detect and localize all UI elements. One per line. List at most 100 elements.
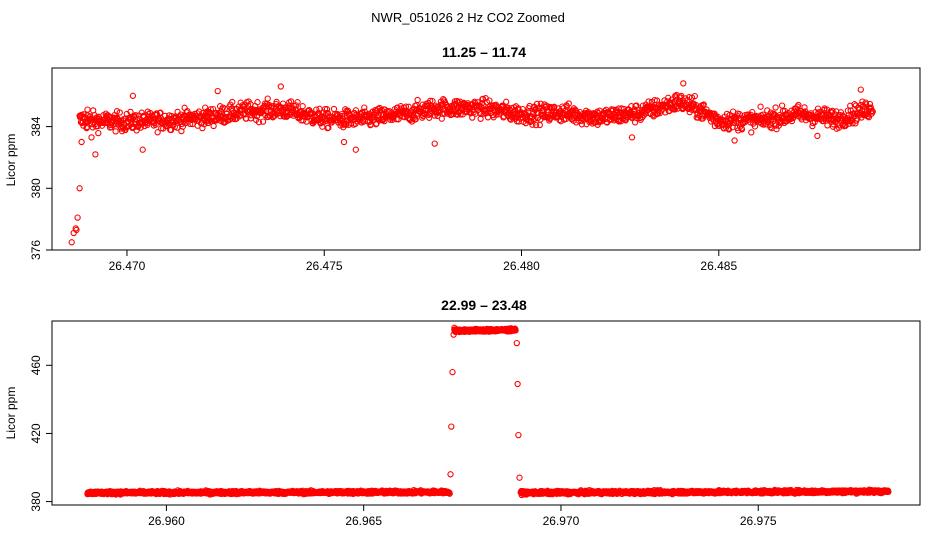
data-point — [74, 214, 81, 221]
x-tick-label: 26.485 — [700, 259, 737, 273]
data-point — [814, 105, 822, 112]
data-point — [92, 151, 99, 158]
x-tick-label: 26.480 — [503, 259, 540, 273]
data-point — [831, 115, 838, 122]
data-point — [340, 138, 348, 146]
data-point — [73, 226, 80, 234]
data-point — [450, 331, 457, 338]
data-point — [352, 107, 360, 114]
data-point — [686, 94, 693, 101]
data-point — [277, 113, 284, 120]
data-point — [80, 111, 87, 118]
data-point — [772, 104, 779, 111]
data-point — [537, 100, 544, 107]
x-tick-label: 26.965 — [345, 514, 382, 528]
data-point — [824, 122, 831, 129]
data-point — [628, 134, 636, 141]
data-point — [556, 116, 563, 124]
data-point — [323, 106, 331, 113]
data-point — [778, 102, 786, 109]
data-point — [210, 122, 217, 130]
data-point — [229, 98, 236, 106]
data-point — [294, 99, 301, 106]
data-point — [516, 474, 523, 481]
data-point — [731, 137, 738, 144]
data-point — [869, 108, 876, 115]
panel-bottom-points — [84, 324, 892, 499]
data-point — [748, 129, 755, 136]
data-point — [421, 110, 428, 118]
data-point — [499, 102, 507, 109]
data-point — [680, 80, 687, 87]
data-point — [751, 123, 759, 130]
data-point — [453, 97, 460, 105]
panel-bottom-ticks: 26.960 26.965 26.970 26.975 380 420 460 — [29, 355, 777, 528]
data-point — [640, 112, 648, 119]
panel-bottom-title: 22.99 – 23.48 — [441, 297, 527, 313]
data-point — [214, 87, 221, 95]
data-point — [277, 83, 284, 90]
panel-bottom-ylabel: Licor ppm — [4, 387, 18, 440]
data-point — [84, 106, 91, 113]
data-point — [795, 101, 802, 109]
panel-top: 11.25 – 11.74 Licor ppm 26.470 26.475 26.4… — [4, 44, 921, 273]
data-point — [480, 102, 487, 109]
data-point — [503, 98, 510, 105]
data-point — [862, 101, 870, 108]
data-point — [512, 327, 519, 334]
data-point — [264, 95, 271, 102]
x-tick-label: 26.975 — [740, 514, 777, 528]
panel-top-title: 11.25 – 11.74 — [442, 44, 526, 60]
panel-top-points — [68, 80, 876, 246]
data-point — [76, 185, 83, 192]
data-point — [514, 380, 521, 388]
data-point — [429, 97, 436, 105]
panel-top-ticks: 26.470 26.475 26.480 26.485 376 380 384 — [29, 116, 737, 273]
data-point — [287, 98, 295, 105]
data-point — [154, 129, 161, 136]
data-point — [513, 339, 520, 347]
data-point — [431, 140, 438, 147]
data-point — [293, 102, 300, 109]
data-point — [757, 103, 764, 110]
data-point — [426, 114, 433, 121]
data-point — [88, 134, 95, 141]
data-point — [394, 104, 401, 111]
figure-title: NWR_051026 2 Hz CO2 Zoomed — [371, 10, 565, 25]
data-point — [299, 103, 306, 110]
panel-bottom-frame — [51, 320, 921, 506]
y-tick-label: 460 — [29, 355, 43, 375]
data-point — [609, 106, 617, 113]
data-point — [95, 129, 102, 137]
data-point — [700, 101, 707, 108]
data-point — [207, 106, 214, 113]
data-point — [479, 95, 487, 103]
y-tick-label: 376 — [29, 240, 43, 260]
data-point — [651, 96, 658, 104]
data-point — [449, 368, 456, 376]
data-point — [402, 103, 410, 110]
data-point — [613, 114, 620, 121]
data-point — [292, 105, 299, 112]
data-point — [116, 109, 123, 116]
data-point — [139, 146, 146, 153]
data-point — [511, 106, 519, 114]
data-point — [381, 117, 388, 125]
x-tick-label: 26.475 — [306, 259, 343, 273]
data-point — [447, 471, 454, 478]
data-point — [736, 110, 743, 118]
data-point — [259, 118, 267, 125]
data-point — [529, 121, 536, 128]
data-point — [330, 105, 338, 113]
data-point — [339, 112, 346, 120]
data-point — [772, 122, 780, 129]
data-point — [738, 126, 746, 133]
data-point — [243, 115, 250, 122]
data-point — [699, 115, 706, 122]
data-point — [284, 112, 291, 119]
data-point — [449, 107, 456, 114]
data-point — [461, 100, 468, 107]
panel-top-ylabel: Licor ppm — [4, 134, 18, 187]
data-point — [557, 118, 565, 125]
